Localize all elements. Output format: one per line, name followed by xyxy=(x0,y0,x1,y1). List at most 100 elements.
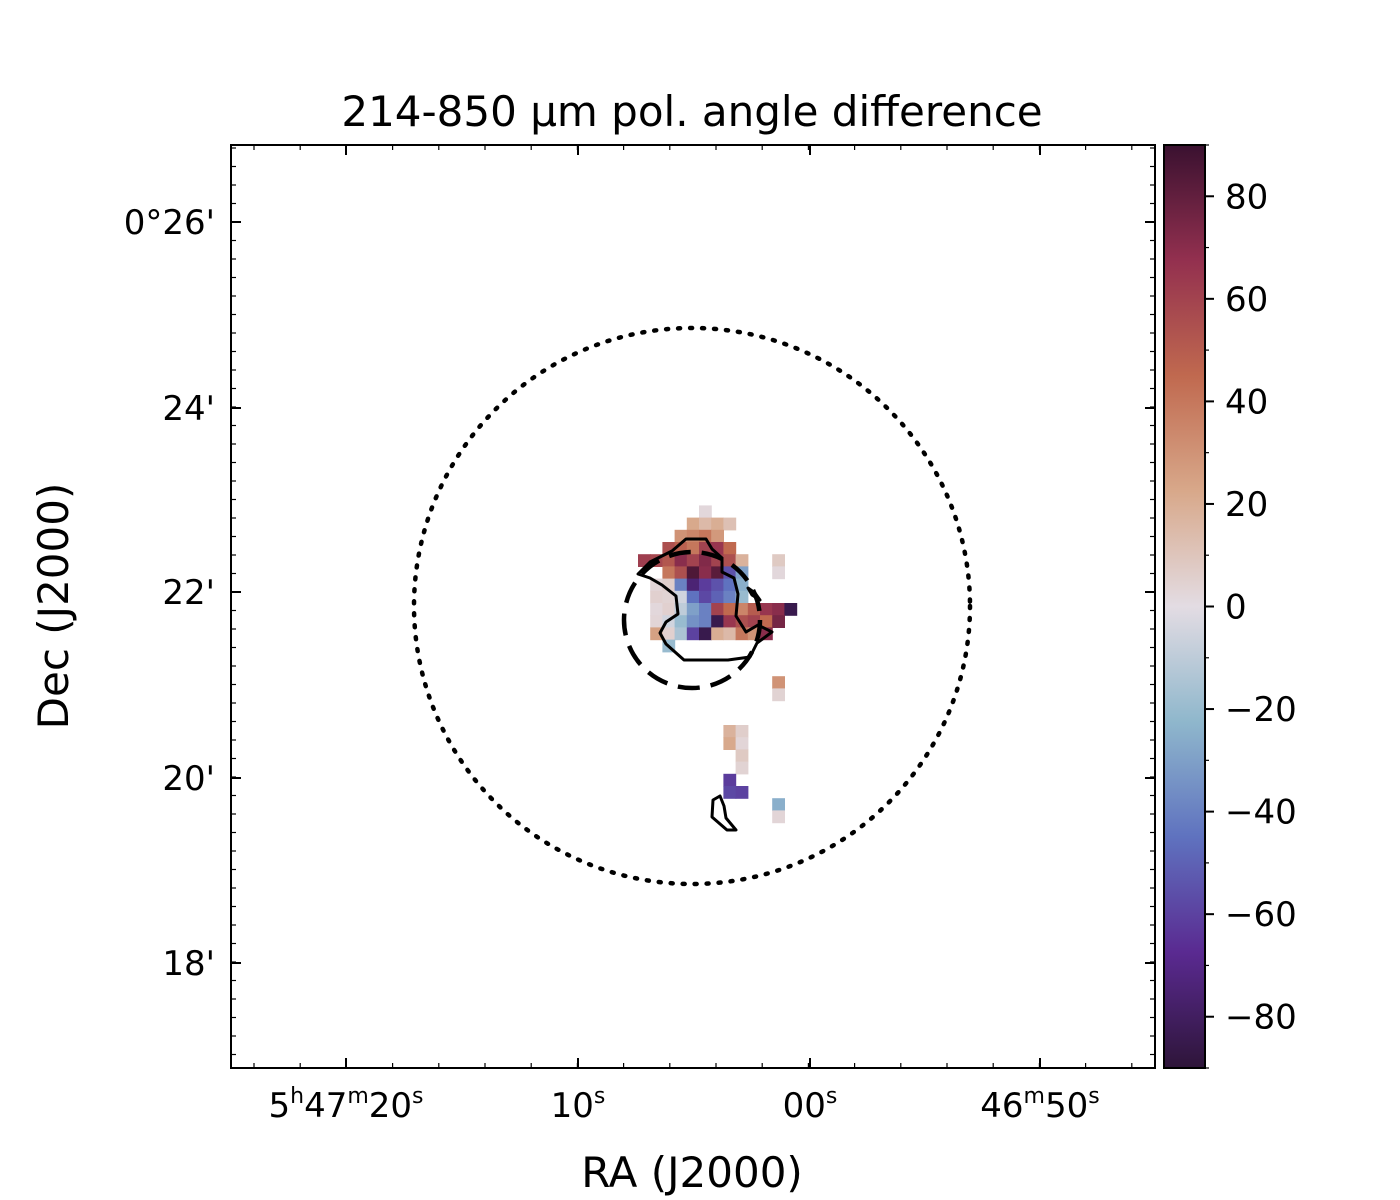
colorbar-tick-label: 60 xyxy=(1225,280,1268,320)
x-tick-labels: 5h47m20s 10s 00s 46m50s xyxy=(268,1084,1099,1126)
y-tick-label-2: 22' xyxy=(162,573,215,613)
x-axis-title: RA (J2000) xyxy=(581,1148,803,1197)
heatmap-pixel xyxy=(723,578,737,592)
inner-dashed-circle xyxy=(621,549,763,691)
heatmap-pixel xyxy=(686,578,700,592)
heatmap-pixel xyxy=(735,578,749,592)
heatmap-pixel xyxy=(674,554,688,567)
heatmap-pixel xyxy=(699,566,712,580)
heatmap-pixel xyxy=(662,627,676,641)
heatmap-pixel xyxy=(735,603,749,616)
heatmap-pixel xyxy=(723,542,737,555)
heatmap-pixel xyxy=(723,773,737,787)
heatmap-pixel xyxy=(699,554,712,567)
heatmap-pixel xyxy=(772,615,785,628)
heatmap-pixel xyxy=(674,627,688,641)
heatmap-pixel xyxy=(674,615,688,628)
heatmap-pixel xyxy=(650,615,663,628)
heatmap-pixel xyxy=(711,615,724,628)
heatmap-pixel xyxy=(784,603,798,616)
heatmap-pixel xyxy=(699,590,712,604)
y-axis-ticks xyxy=(231,147,1155,1056)
heatmap-pixel xyxy=(772,810,785,824)
heatmap-pixel xyxy=(686,590,700,604)
y-axis-title: Dec (J2000) xyxy=(29,483,78,730)
heatmap-pixel xyxy=(699,615,712,628)
y-tick-label-4: 18' xyxy=(162,944,215,984)
heatmap-pixel xyxy=(711,627,724,641)
heatmap-pixel xyxy=(735,554,749,567)
heatmap-pixel xyxy=(674,566,688,580)
heatmap-pixel xyxy=(735,627,749,641)
y-tick-label-0: 0°26' xyxy=(124,203,215,243)
contour-main xyxy=(636,537,774,662)
y-tick-label-1: 24' xyxy=(162,389,215,429)
heatmap-pixel xyxy=(723,615,737,628)
colorbar-tick-label: −80 xyxy=(1225,998,1297,1038)
heatmap-pixel xyxy=(735,737,749,750)
heatmap-pixel xyxy=(735,786,749,799)
heatmap-pixel xyxy=(723,627,737,641)
circle-overlays xyxy=(411,325,973,887)
y-tick-labels: 0°26' 24' 22' 20' 18' xyxy=(124,203,215,984)
colorbar-tick-label: 40 xyxy=(1225,382,1268,422)
heatmap-pixel xyxy=(723,725,737,738)
heatmap-pixel xyxy=(711,590,724,604)
heatmap-pixel xyxy=(772,798,785,811)
heatmap-pixel xyxy=(699,505,712,519)
x-tick-label-3: 46m50s xyxy=(980,1084,1099,1126)
plot-frame xyxy=(230,144,1156,1069)
heatmap-pixel xyxy=(772,603,785,616)
x-tick-label-2: 00s xyxy=(783,1084,838,1126)
heatmap-pixel xyxy=(735,749,749,763)
heatmap-pixel xyxy=(711,517,724,531)
heatmap-pixel xyxy=(735,761,749,775)
heatmap-pixel xyxy=(686,566,700,580)
heatmap-pixel xyxy=(686,603,700,616)
colorbar: 80 60 40 20 0 −20 −40 −60 −80 xyxy=(1163,144,1297,1069)
outer-dotted-circle xyxy=(411,325,973,887)
heatmap-pixel xyxy=(711,578,724,592)
heatmap-pixel xyxy=(686,554,700,567)
heatmap-pixel xyxy=(760,603,773,616)
heatmap-pixel xyxy=(650,590,663,604)
chart-title: 214-850 μm pol. angle difference xyxy=(341,87,1042,136)
heatmap-pixel xyxy=(772,554,785,567)
x-tick-label-0: 5h47m20s xyxy=(268,1084,423,1126)
heatmap-pixel xyxy=(699,627,712,641)
heatmap-pixel xyxy=(699,578,712,592)
heatmap-pixel xyxy=(662,554,676,567)
heatmap-pixel xyxy=(723,517,737,531)
heatmap-pixel xyxy=(723,786,737,799)
heatmap-pixel xyxy=(662,566,676,580)
contours xyxy=(636,537,774,832)
heatmap-pixel xyxy=(772,676,785,689)
heatmap-pixel xyxy=(711,529,724,543)
contour-east-arm xyxy=(746,586,762,602)
heatmap-pixel xyxy=(699,517,712,531)
colorbar-tick-label: 0 xyxy=(1225,588,1247,628)
colorbar-gradient xyxy=(1163,144,1206,1069)
heatmap-pixel xyxy=(723,603,737,616)
heatmap-pixel xyxy=(711,603,724,616)
contour-southern-knot xyxy=(710,794,738,832)
heatmap-pixel xyxy=(735,725,749,738)
colorbar-ticks: 80 60 40 20 0 −20 −40 −60 −80 xyxy=(1205,144,1297,1069)
x-axis-ticks xyxy=(253,145,1133,1068)
colorbar-tick-label: 20 xyxy=(1225,485,1268,525)
heatmap-pixel xyxy=(686,627,700,641)
x-tick-label-1: 10s xyxy=(551,1084,606,1126)
heatmap-pixel xyxy=(686,615,700,628)
colorbar-tick-label: −20 xyxy=(1225,690,1297,730)
heatmap-pixel xyxy=(650,578,663,592)
heatmap-pixel xyxy=(772,688,785,702)
heatmap-pixel xyxy=(723,590,737,604)
heatmap-pixel xyxy=(662,603,676,616)
heatmap-pixel xyxy=(723,554,737,567)
heatmap-pixel xyxy=(699,603,712,616)
colorbar-tick-label: 80 xyxy=(1225,177,1268,217)
heatmap-pixel xyxy=(674,578,688,592)
heatmap-pixel xyxy=(686,529,700,543)
heatmap-pixel xyxy=(772,566,785,580)
heatmap-pixel xyxy=(723,737,737,750)
